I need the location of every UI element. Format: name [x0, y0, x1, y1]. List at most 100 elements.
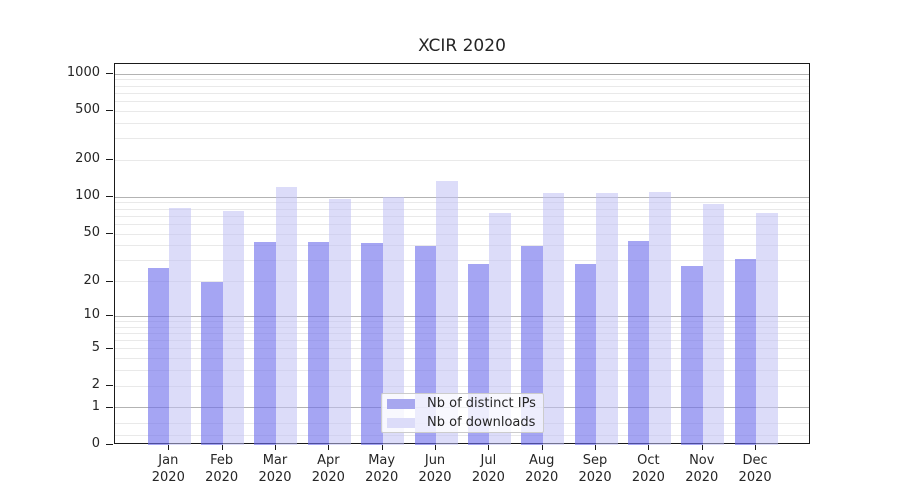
- gridline-minor: [115, 385, 809, 387]
- gridline-minor: [115, 332, 809, 334]
- gridline-minor: [115, 138, 809, 140]
- y-axis-tick: [106, 110, 113, 112]
- y-axis-tick: [106, 347, 113, 349]
- bar-downloads: [489, 212, 511, 445]
- x-axis-tick-label: Jan 2020: [151, 453, 185, 485]
- gridline-minor: [115, 358, 809, 360]
- bar-distinct-ips: [147, 268, 170, 445]
- bar-distinct-ips: [254, 241, 276, 445]
- legend-label-distinct-ips: Nb of distinct IPs: [427, 396, 536, 411]
- bar-downloads: [649, 191, 671, 445]
- y-axis-tick-label: 50: [83, 225, 100, 241]
- x-axis-tick: [755, 445, 757, 450]
- gridline-minor: [115, 223, 809, 225]
- bar-downloads: [382, 196, 405, 445]
- bar-distinct-ips: [201, 281, 223, 445]
- x-axis-tick-label: Feb 2020: [205, 453, 239, 485]
- chart-title: XCIR 2020: [418, 36, 506, 56]
- gridline-minor: [115, 215, 809, 217]
- x-axis-tick-label: Dec 2020: [738, 453, 772, 485]
- y-axis-tick: [106, 444, 113, 445]
- y-axis-tick: [106, 73, 113, 75]
- x-axis-tick-label: Jun 2020: [418, 453, 452, 485]
- x-axis-tick: [648, 445, 650, 450]
- gridline-minor: [115, 340, 809, 342]
- x-axis-tick-label: Jul 2020: [471, 453, 505, 485]
- bar-downloads: [596, 192, 618, 445]
- gridline-major: [115, 196, 809, 198]
- x-axis-tick-label: May 2020: [365, 453, 399, 485]
- gridline-minor: [115, 159, 809, 161]
- gridline-minor: [115, 434, 809, 436]
- bar-downloads: [275, 186, 298, 445]
- gridline-minor: [115, 202, 809, 204]
- y-axis-tick-label: 500: [75, 102, 100, 118]
- gridline-minor: [115, 370, 809, 372]
- x-axis-tick: [221, 445, 223, 450]
- bar-downloads: [542, 192, 565, 445]
- gridline-minor: [115, 92, 809, 94]
- legend-swatch-distinct-ips-icon: [387, 398, 415, 409]
- y-axis-tick-label: 2: [91, 377, 100, 393]
- y-axis-tick: [106, 233, 113, 235]
- bar-downloads: [222, 210, 245, 445]
- x-axis-tick: [168, 445, 170, 450]
- x-axis-tick-label: Nov 2020: [685, 453, 719, 485]
- bar-downloads: [702, 204, 725, 445]
- y-axis-tick: [106, 159, 113, 161]
- x-axis-tick-label: Oct 2020: [631, 453, 665, 485]
- x-axis-tick: [541, 445, 543, 450]
- bar-downloads: [169, 207, 191, 445]
- x-axis-tick: [274, 445, 276, 450]
- x-axis-tick-label: Sep 2020: [578, 453, 612, 485]
- gridline-minor: [115, 85, 809, 87]
- gridline-minor: [115, 122, 809, 124]
- y-axis-tick-label: 1000: [66, 65, 100, 81]
- gridline-minor: [115, 233, 809, 235]
- plot-area: Nb of distinct IPs Nb of downloads: [114, 63, 810, 445]
- x-axis-tick: [435, 445, 437, 450]
- y-axis-tick: [106, 280, 113, 282]
- gridline-major: [115, 73, 809, 75]
- x-axis-tick: [701, 445, 703, 450]
- bar-distinct-ips: [361, 243, 383, 445]
- y-axis-tick-label: 1: [91, 398, 100, 414]
- gridline-major: [115, 315, 809, 317]
- y-axis-tick-label: 10: [83, 307, 100, 323]
- x-axis-tick: [488, 445, 490, 450]
- x-axis-tick: [595, 445, 597, 450]
- gridline-minor: [115, 348, 809, 350]
- legend-label-downloads: Nb of downloads: [427, 415, 536, 430]
- y-axis-tick-label: 20: [83, 272, 100, 288]
- gridline-minor: [115, 320, 809, 322]
- y-axis-tick-label: 200: [75, 151, 100, 167]
- y-axis-tick: [106, 385, 113, 387]
- y-axis-tick-label: 5: [91, 339, 100, 355]
- y-axis-tick: [106, 315, 113, 317]
- bar-distinct-ips: [734, 259, 757, 445]
- gridline-minor: [115, 110, 809, 112]
- bar-distinct-ips: [681, 266, 703, 445]
- x-axis-tick-label: Aug 2020: [525, 453, 559, 485]
- gridline-minor: [115, 260, 809, 262]
- x-axis-tick: [381, 445, 383, 450]
- bar-downloads: [329, 198, 351, 445]
- gridline-minor: [115, 326, 809, 328]
- legend-swatch-downloads-icon: [387, 417, 415, 428]
- y-axis-tick: [106, 196, 113, 198]
- gridline-minor: [115, 79, 809, 81]
- x-axis-tick-label: Mar 2020: [258, 453, 292, 485]
- legend: Nb of distinct IPs Nb of downloads: [381, 393, 544, 433]
- gridline-minor: [115, 281, 809, 283]
- gridline-minor: [115, 208, 809, 210]
- gridline-minor: [115, 245, 809, 247]
- bar-downloads: [436, 181, 458, 445]
- x-axis-tick: [328, 445, 330, 450]
- gridline-minor: [115, 101, 809, 103]
- x-axis-tick-label: Apr 2020: [311, 453, 345, 485]
- y-axis-tick: [106, 406, 113, 408]
- y-axis-tick-label: 100: [75, 188, 100, 204]
- y-axis-tick-label: 0: [91, 436, 100, 451]
- legend-item-downloads: Nb of downloads: [387, 415, 543, 430]
